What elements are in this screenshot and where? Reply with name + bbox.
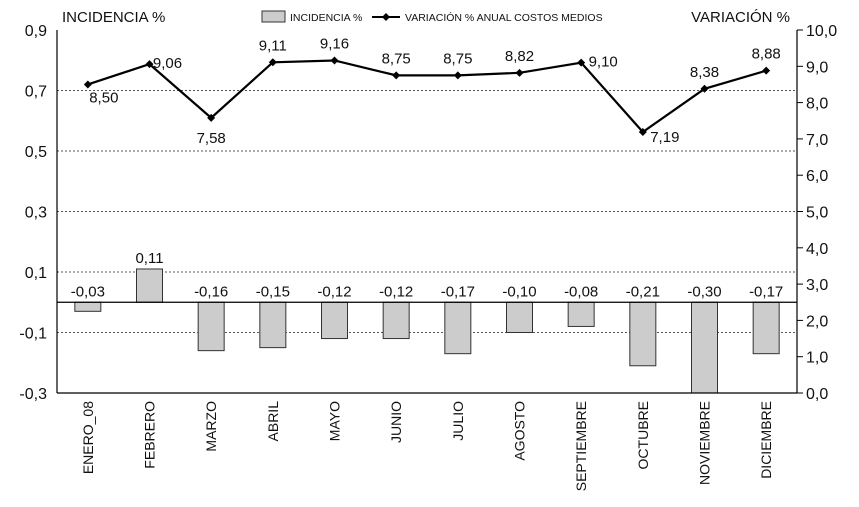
line-series — [83, 56, 771, 137]
x-category-label: FEBRERO — [142, 401, 158, 469]
x-category-label: JULIO — [450, 401, 466, 441]
legend-swatch-incidencia — [261, 10, 286, 23]
line-data-label: 9,16 — [320, 35, 349, 52]
line-point — [392, 71, 401, 80]
bar-data-label: -0,08 — [564, 283, 598, 300]
line-data-label: 8,82 — [505, 48, 534, 65]
right-tick-label: 4,0 — [806, 241, 828, 258]
line-data-label: 8,75 — [443, 50, 472, 67]
right-tick-label: 0,0 — [806, 386, 828, 403]
line-data-label: 8,38 — [690, 64, 719, 81]
bar — [382, 301, 410, 340]
line-point — [577, 58, 586, 67]
line-point — [453, 71, 462, 80]
bar — [136, 268, 163, 303]
right-tick-label: 3,0 — [806, 277, 828, 294]
left-tick-label: 0,3 — [25, 205, 47, 222]
right-axis-title: VARIACIÓN % — [691, 9, 790, 26]
left-tick-label: 0,7 — [25, 84, 47, 101]
line-point — [515, 68, 524, 77]
legend-label-incidencia: INCIDENCIA % — [290, 12, 362, 24]
x-category-label: OCTUBRE — [635, 401, 651, 469]
x-category-label: ENERO_08 — [80, 401, 96, 474]
line-data-label: 8,75 — [382, 50, 411, 67]
right-tick-label: 5,0 — [806, 205, 828, 222]
line-data-label: 9,11 — [259, 37, 287, 54]
line-point — [145, 60, 154, 69]
line-data-label: 8,88 — [752, 46, 781, 63]
bar — [691, 301, 718, 394]
bar-data-label: -0,15 — [256, 283, 290, 300]
data-labels: 8,50 9,06 7,58 9,11 9,16 8,75 8,75 8,82 9,10 7,19… — [71, 35, 784, 300]
left-tick-label: 0,9 — [25, 23, 47, 40]
x-category-label: MARZO — [203, 401, 219, 452]
line-point — [762, 66, 771, 75]
left-tick-label: -0,3 — [19, 386, 47, 403]
line-data-label: 9,10 — [589, 54, 618, 71]
right-tick-label: 6,0 — [806, 168, 828, 185]
bar — [444, 301, 472, 355]
bar-data-label: -0,17 — [749, 283, 783, 300]
bar — [752, 301, 780, 355]
left-tick-label: 0,1 — [25, 265, 47, 282]
legend-label-variacion: VARIACIÓN % ANUAL COSTOS MEDIOS — [405, 11, 603, 24]
line-point — [330, 56, 339, 65]
line-data-label: 7,19 — [650, 129, 679, 146]
left-axis-title: INCIDENCIA % — [62, 9, 165, 26]
bar — [74, 301, 102, 312]
left-tick-label: 0,5 — [25, 144, 47, 161]
bar — [321, 301, 348, 340]
right-tick-label: 10,0 — [806, 23, 837, 40]
bar-data-label: -0,16 — [194, 283, 228, 300]
line-point — [268, 58, 277, 67]
bar — [197, 301, 225, 352]
x-category-label: NOVIEMBRE — [697, 401, 713, 485]
line-data-label: 9,06 — [153, 55, 182, 72]
x-category-label: AGOSTO — [512, 401, 528, 461]
x-category-label: JUNIO — [388, 401, 404, 443]
bar — [259, 301, 287, 349]
left-tick-label: -0,1 — [19, 326, 47, 343]
x-category-label: MAYO — [327, 401, 343, 441]
right-tick-label: 1,0 — [806, 350, 828, 367]
bar-data-label: -0,03 — [71, 283, 105, 300]
bar — [629, 301, 657, 367]
bar-data-label: -0,12 — [317, 283, 351, 300]
line-point — [207, 113, 216, 122]
x-category-label: ABRIL — [265, 401, 281, 442]
bar-data-label: 0,11 — [135, 250, 163, 267]
line-point — [700, 84, 709, 93]
bar-data-label: -0,10 — [502, 283, 536, 300]
gridlines — [57, 90, 797, 333]
line-data-label: 8,50 — [89, 89, 118, 106]
line-point — [83, 80, 92, 89]
right-tick-label: 7,0 — [806, 132, 828, 149]
right-tick-label: 9,0 — [806, 59, 828, 76]
right-tick-label: 2,0 — [806, 313, 828, 330]
legend: INCIDENCIA % VARIACIÓN % ANUAL COSTOS ME… — [261, 10, 603, 24]
x-category-label: DICIEMBRE — [758, 401, 774, 479]
bar — [567, 301, 595, 327]
axes: 0,9 0,7 0,5 0,3 0,1 -0,1 -0,3 10,0 9,0 8,0 7,0 6,0 5… — [19, 23, 837, 491]
line-point — [638, 128, 647, 137]
bar-series — [74, 268, 780, 394]
legend-marker-variacion — [382, 13, 390, 21]
bar-data-label: -0,30 — [687, 283, 721, 300]
right-tick-label: 8,0 — [806, 96, 828, 113]
variacion-line — [87, 59, 767, 134]
plot-frame — [56, 30, 798, 394]
x-category-label: SEPTIEMBRE — [573, 401, 589, 491]
bar-data-label: -0,12 — [379, 283, 413, 300]
bar-data-label: -0,21 — [626, 283, 660, 300]
bar-data-label: -0,17 — [441, 283, 475, 300]
bar — [506, 301, 533, 333]
line-data-label: 7,58 — [197, 130, 226, 147]
